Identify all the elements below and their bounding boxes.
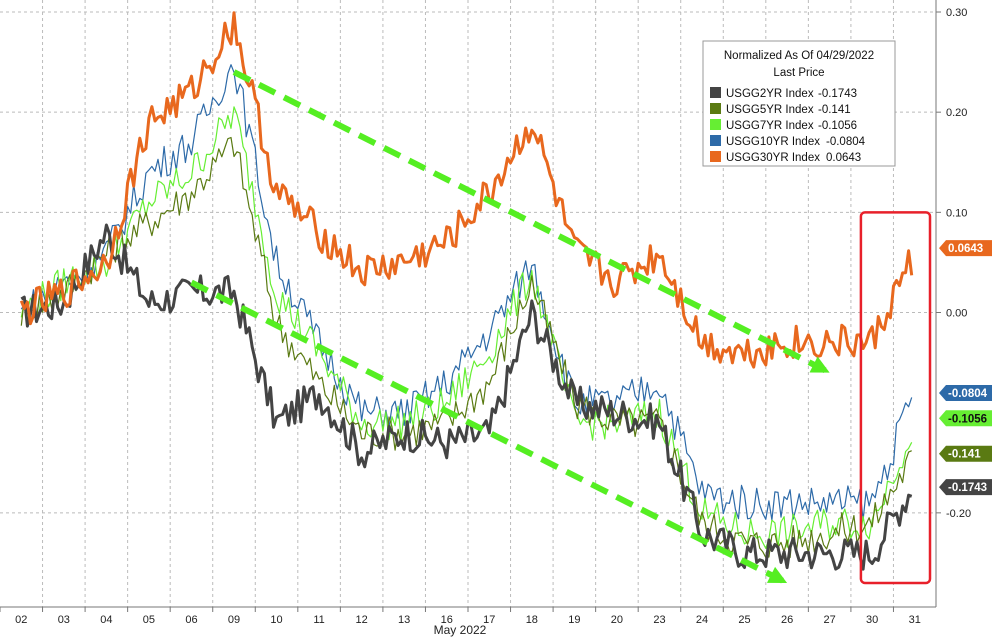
x-tick-label: 13 <box>398 614 410 626</box>
last-value-tag-label: 0.0643 <box>948 243 983 255</box>
last-value-tag-label: -0.1743 <box>948 482 987 494</box>
y-tick-label: 0.00 <box>946 308 967 320</box>
x-tick-label: 03 <box>58 614 70 626</box>
x-tick-label: 09 <box>228 614 240 626</box>
legend-label: USGG2YR Index <box>726 88 814 100</box>
y-tick-labels: 0.30 0.20 0.10 0.00 -0.20 <box>936 7 971 520</box>
x-axis-title: May 2022 <box>434 623 487 637</box>
y-tick-label: -0.20 <box>946 508 971 520</box>
x-tick-label: 24 <box>696 614 708 626</box>
x-tick-label: 02 <box>15 614 27 626</box>
legend-value: -0.141 <box>818 104 851 116</box>
legend-swatch <box>710 87 721 98</box>
legend: Normalized As Of 04/29/2022 Last Price U… <box>702 40 896 167</box>
last-value-tag-shape <box>939 240 992 257</box>
legend-header-line2: Last Price <box>773 67 824 79</box>
series-line-usgg7yr <box>20 106 913 549</box>
legend-box <box>702 40 896 167</box>
x-tick-label: 26 <box>781 614 793 626</box>
legend-value: 0.0643 <box>826 152 861 164</box>
legend-label: USGG5YR Index <box>726 104 814 116</box>
x-tick-label: 31 <box>909 614 921 626</box>
x-tick-label: 30 <box>866 614 878 626</box>
x-tick-label: 06 <box>185 614 197 626</box>
x-tick-label: 25 <box>738 614 750 626</box>
legend-swatch <box>710 151 721 162</box>
x-tick-label: 27 <box>824 614 836 626</box>
last-value-tag-shape <box>939 445 992 462</box>
legend-items: USGG2YR Index -0.1743 USGG5YR Index -0.141 U… <box>710 87 866 164</box>
x-tick-label: 16 <box>441 614 453 626</box>
legend-swatch <box>710 103 721 114</box>
legend-header-line1: Normalized As Of 04/29/2022 <box>724 50 874 62</box>
x-tick-label: 19 <box>568 614 580 626</box>
x-tick-label: 10 <box>270 614 282 626</box>
last-value-tag: 0.0643 <box>939 240 992 257</box>
legend-value: -0.1743 <box>818 88 857 100</box>
last-value-tag-shape <box>939 410 992 427</box>
last-value-tag: -0.0804 <box>939 385 992 402</box>
series-line-usgg2yr <box>20 223 913 571</box>
y-tick-label: 0.20 <box>946 107 967 119</box>
last-value-tag-shape <box>939 385 992 402</box>
last-value-tag-label: -0.141 <box>948 449 981 461</box>
x-tick-label: 18 <box>526 614 538 626</box>
legend-swatch <box>710 119 721 130</box>
series-line-usgg10yr <box>20 64 913 521</box>
highlight-box <box>859 211 932 585</box>
legend-value: -0.0804 <box>826 136 866 148</box>
series-line-usgg30yr <box>19 11 914 369</box>
last-value-tag-shape <box>939 479 992 496</box>
x-tick-label: 17 <box>483 614 495 626</box>
last-value-tag: -0.1056 <box>939 410 992 427</box>
x-tick-labels: 02 03 04 05 06 09 10 11 12 13 16 17 18 19 20 23 24 25 26 27… <box>0 607 921 626</box>
legend-label: USGG7YR Index <box>726 120 814 132</box>
legend-label: USGG10YR Index <box>726 136 820 148</box>
x-tick-label: 05 <box>143 614 155 626</box>
last-value-tag: -0.1743 <box>939 479 992 496</box>
last-value-tags: -0.1743 -0.141 -0.1056 -0.0804 0.0643 <box>939 240 992 496</box>
series-line-usgg5yr <box>20 136 912 559</box>
axes: 02 03 04 05 06 09 10 11 12 13 16 17 18 19 20 23 24 25 26 27… <box>0 0 971 637</box>
trend-annotations <box>190 69 932 586</box>
legend-label: USGG30YR Index <box>726 152 820 164</box>
x-tick-label: 23 <box>653 614 665 626</box>
x-tick-label: 04 <box>100 614 112 626</box>
trend-arrow-head <box>809 356 830 373</box>
y-tick-label: 0.10 <box>946 207 967 219</box>
last-value-tag-label: -0.0804 <box>948 388 988 400</box>
grid-lines <box>0 0 936 607</box>
legend-value: -0.1056 <box>818 120 857 132</box>
series-lines <box>19 11 914 571</box>
last-value-tag-label: -0.1056 <box>948 413 987 425</box>
x-tick-label: 12 <box>356 614 368 626</box>
legend-swatch <box>710 135 721 146</box>
trend-arrow-head <box>766 566 788 583</box>
y-tick-label: 0.30 <box>946 7 967 19</box>
x-tick-label: 11 <box>313 614 324 626</box>
last-value-tag: -0.141 <box>939 445 992 462</box>
x-tick-label: 20 <box>611 614 623 626</box>
